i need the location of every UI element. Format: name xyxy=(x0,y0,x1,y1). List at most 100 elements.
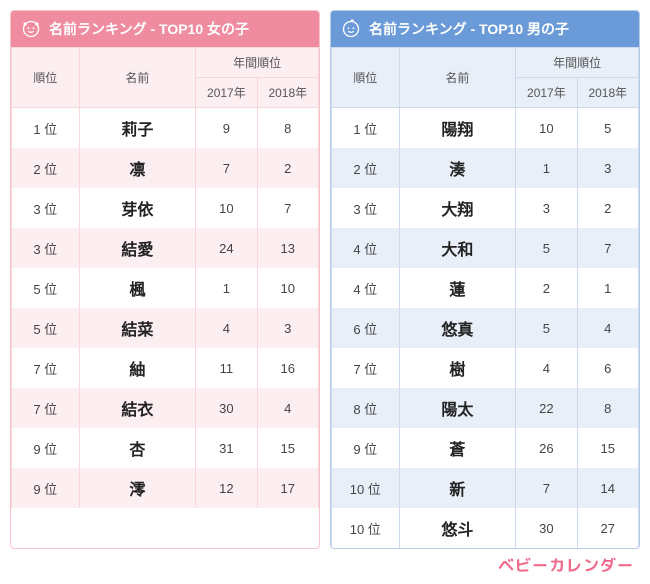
y2017-cell: 4 xyxy=(196,308,257,348)
y2018-cell: 8 xyxy=(257,108,318,149)
table-row: 3 位芽依107 xyxy=(12,188,319,228)
y2017-cell: 12 xyxy=(196,468,257,508)
table-row: 7 位樹46 xyxy=(332,348,639,388)
y2017-cell: 7 xyxy=(196,148,257,188)
girls-table: 順位 名前 年間順位 2017年 2018年 1 位莉子982 位凛723 位芽… xyxy=(11,47,319,508)
y2017-cell: 30 xyxy=(516,508,577,548)
tables-wrap: 名前ランキング - TOP10 女の子 順位 名前 年間順位 2017年 201… xyxy=(10,10,640,549)
rank-cell: 6 位 xyxy=(332,308,400,348)
y2018-cell: 4 xyxy=(257,388,318,428)
boys-tbody: 1 位陽翔1052 位湊133 位大翔324 位大和574 位蓮216 位悠真5… xyxy=(332,108,639,549)
rank-cell: 7 位 xyxy=(12,348,80,388)
y2017-cell: 30 xyxy=(196,388,257,428)
y2017-cell: 4 xyxy=(516,348,577,388)
rank-cell: 10 位 xyxy=(332,508,400,548)
name-cell: 結愛 xyxy=(79,228,196,268)
boy-face-icon xyxy=(341,19,361,39)
col-name: 名前 xyxy=(79,48,196,108)
col-2017: 2017年 xyxy=(516,78,577,108)
y2018-cell: 16 xyxy=(257,348,318,388)
rank-cell: 1 位 xyxy=(332,108,400,149)
y2018-cell: 10 xyxy=(257,268,318,308)
rank-cell: 1 位 xyxy=(12,108,80,149)
y2018-cell: 15 xyxy=(577,428,638,468)
name-cell: 陽太 xyxy=(399,388,516,428)
name-cell: 悠斗 xyxy=(399,508,516,548)
y2018-cell: 13 xyxy=(257,228,318,268)
name-cell: 芽依 xyxy=(79,188,196,228)
col-annual: 年間順位 xyxy=(196,48,319,78)
name-cell: 湊 xyxy=(399,148,516,188)
col-name: 名前 xyxy=(399,48,516,108)
y2017-cell: 1 xyxy=(516,148,577,188)
rank-cell: 9 位 xyxy=(12,468,80,508)
y2018-cell: 2 xyxy=(257,148,318,188)
rank-cell: 9 位 xyxy=(12,428,80,468)
girls-tbody: 1 位莉子982 位凛723 位芽依1073 位結愛24135 位楓1105 位… xyxy=(12,108,319,509)
name-cell: 蓮 xyxy=(399,268,516,308)
y2018-cell: 8 xyxy=(577,388,638,428)
col-annual: 年間順位 xyxy=(516,48,639,78)
name-cell: 大翔 xyxy=(399,188,516,228)
name-cell: 陽翔 xyxy=(399,108,516,149)
table-row: 9 位蒼2615 xyxy=(332,428,639,468)
name-cell: 樹 xyxy=(399,348,516,388)
y2017-cell: 10 xyxy=(516,108,577,149)
col-rank: 順位 xyxy=(12,48,80,108)
name-cell: 莉子 xyxy=(79,108,196,149)
rank-cell: 2 位 xyxy=(12,148,80,188)
boys-table: 順位 名前 年間順位 2017年 2018年 1 位陽翔1052 位湊133 位… xyxy=(331,47,639,548)
y2018-cell: 7 xyxy=(577,228,638,268)
name-cell: 澪 xyxy=(79,468,196,508)
y2017-cell: 3 xyxy=(516,188,577,228)
boys-header: 名前ランキング - TOP10 男の子 xyxy=(331,11,639,47)
table-row: 1 位陽翔105 xyxy=(332,108,639,149)
y2017-cell: 24 xyxy=(196,228,257,268)
table-row: 6 位悠真54 xyxy=(332,308,639,348)
table-row: 4 位蓮21 xyxy=(332,268,639,308)
brand-label: ベビーカレンダー xyxy=(10,555,640,578)
y2018-cell: 3 xyxy=(257,308,318,348)
table-row: 10 位悠斗3027 xyxy=(332,508,639,548)
table-row: 5 位楓110 xyxy=(12,268,319,308)
table-row: 9 位杏3115 xyxy=(12,428,319,468)
rank-cell: 7 位 xyxy=(12,388,80,428)
y2018-cell: 17 xyxy=(257,468,318,508)
table-row: 5 位結菜43 xyxy=(12,308,319,348)
rank-cell: 4 位 xyxy=(332,268,400,308)
name-cell: 大和 xyxy=(399,228,516,268)
col-2017: 2017年 xyxy=(196,78,257,108)
rank-cell: 3 位 xyxy=(12,228,80,268)
y2017-cell: 5 xyxy=(516,228,577,268)
name-cell: 悠真 xyxy=(399,308,516,348)
rank-cell: 2 位 xyxy=(332,148,400,188)
rank-cell: 10 位 xyxy=(332,468,400,508)
name-cell: 楓 xyxy=(79,268,196,308)
y2018-cell: 4 xyxy=(577,308,638,348)
name-cell: 杏 xyxy=(79,428,196,468)
col-rank: 順位 xyxy=(332,48,400,108)
girls-panel: 名前ランキング - TOP10 女の子 順位 名前 年間順位 2017年 201… xyxy=(10,10,320,549)
boys-panel: 名前ランキング - TOP10 男の子 順位 名前 年間順位 2017年 201… xyxy=(330,10,640,549)
name-cell: 凛 xyxy=(79,148,196,188)
y2017-cell: 26 xyxy=(516,428,577,468)
y2018-cell: 7 xyxy=(257,188,318,228)
col-2018: 2018年 xyxy=(577,78,638,108)
table-row: 7 位結衣304 xyxy=(12,388,319,428)
name-cell: 蒼 xyxy=(399,428,516,468)
y2017-cell: 10 xyxy=(196,188,257,228)
rank-cell: 9 位 xyxy=(332,428,400,468)
y2017-cell: 22 xyxy=(516,388,577,428)
y2018-cell: 14 xyxy=(577,468,638,508)
y2017-cell: 7 xyxy=(516,468,577,508)
table-row: 2 位凛72 xyxy=(12,148,319,188)
name-cell: 紬 xyxy=(79,348,196,388)
table-row: 3 位大翔32 xyxy=(332,188,639,228)
y2018-cell: 3 xyxy=(577,148,638,188)
y2018-cell: 2 xyxy=(577,188,638,228)
boys-title: 名前ランキング - TOP10 男の子 xyxy=(369,19,569,39)
rank-cell: 8 位 xyxy=(332,388,400,428)
y2017-cell: 5 xyxy=(516,308,577,348)
girl-face-icon xyxy=(21,19,41,39)
table-row: 1 位莉子98 xyxy=(12,108,319,149)
